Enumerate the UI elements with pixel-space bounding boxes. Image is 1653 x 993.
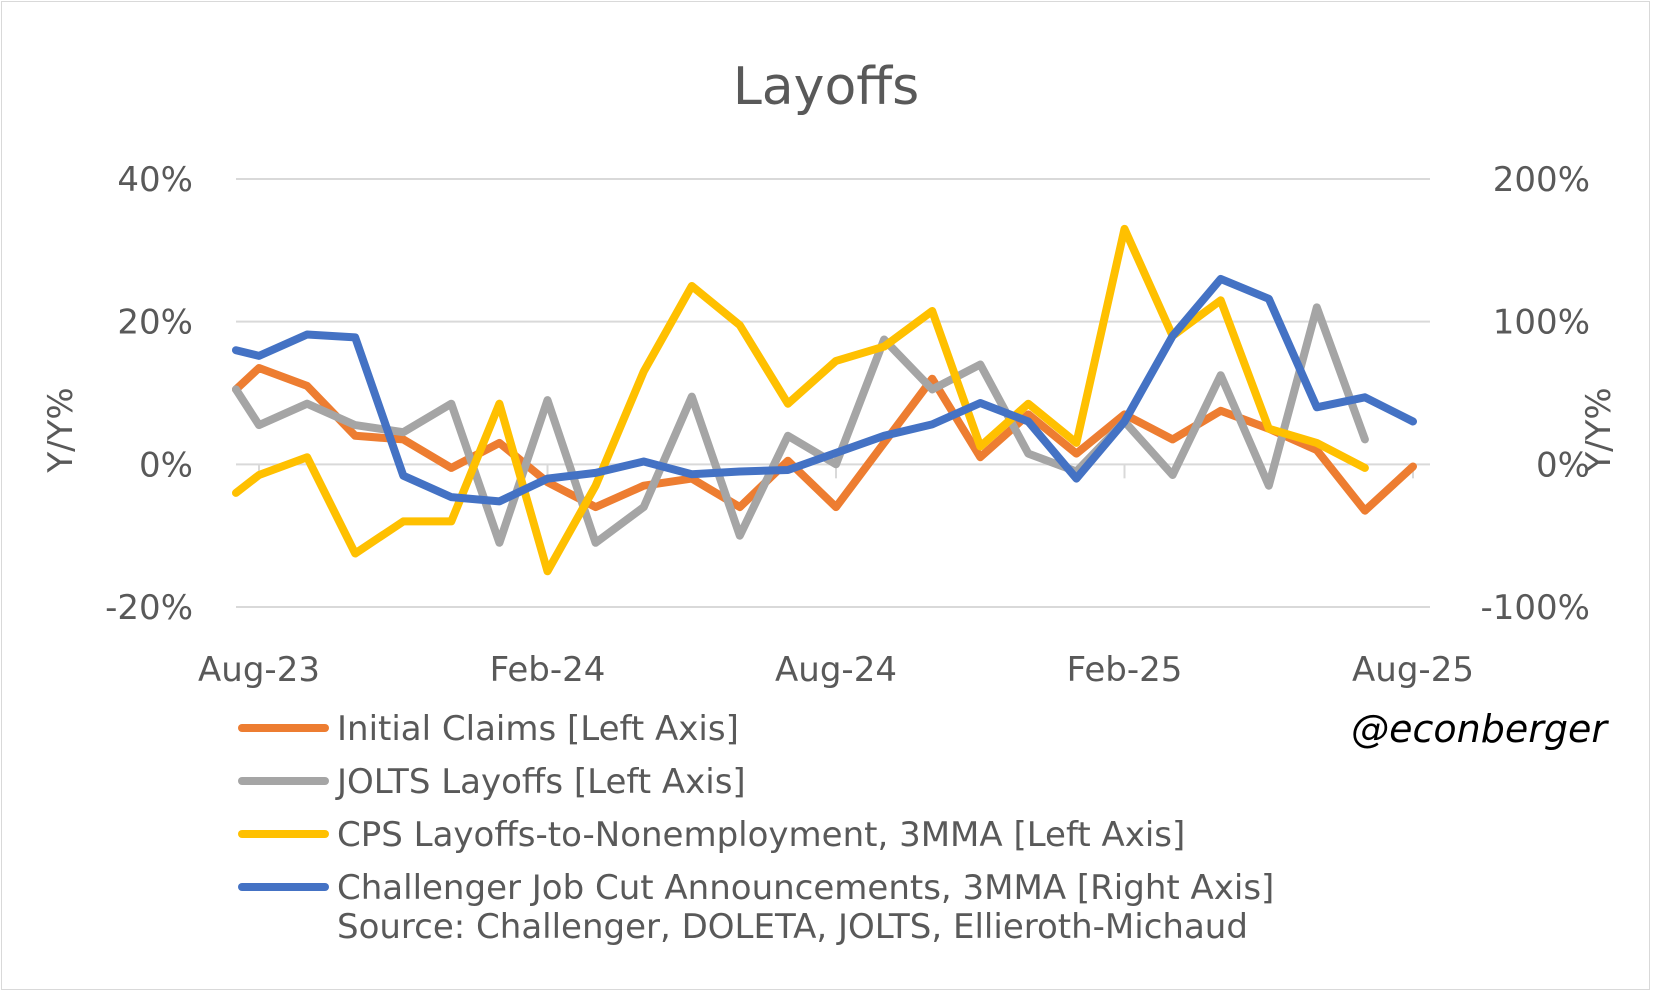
y-axis-right-title: Y/Y% [1579,387,1619,473]
y-axis-right-ticks: -100% 0% 100% 200% [1481,160,1590,628]
x-tick-label: Aug-23 [198,650,320,690]
source-note: Source: Challenger, DOLETA, JOLTS, Ellie… [337,907,1248,947]
y-left-tick-label: -20% [105,588,193,628]
x-axis-ticks: Aug-23 Feb-24 Aug-24 Feb-25 Aug-25 [198,464,1474,690]
y-axis-left-ticks: -20% 0% 20% 40% [105,160,193,628]
y-right-tick-label: 100% [1493,303,1590,343]
y-left-tick-label: 40% [117,160,193,200]
x-tick-label: Feb-25 [1067,650,1183,690]
series-line-challenger-job-cut-announcements-3mma-right-axis [232,274,1417,506]
series-line-cps-layoffs-to-nonemployment-3mma-left-axis [232,224,1369,576]
y-left-tick-label: 20% [117,303,193,343]
legend-label: JOLTS Layoffs [Left Axis] [335,762,746,802]
x-tick-label: Aug-24 [775,650,897,690]
y-right-tick-label: -100% [1481,588,1590,628]
y-axis-left-title: Y/Y% [41,387,81,473]
series-line-initial-claims-left-axis [232,364,1417,515]
legend-label: Challenger Job Cut Announcements, 3MMA [… [337,868,1274,908]
x-tick-label: Feb-24 [490,650,606,690]
x-tick-label: Aug-25 [1352,650,1474,690]
y-left-tick-label: 0% [139,445,193,485]
gridlines [236,178,1430,608]
chart-title: Layoffs [733,57,919,117]
legend-label: Initial Claims [Left Axis] [337,709,739,749]
series-lines [232,224,1417,576]
y-right-tick-label: 200% [1493,160,1590,200]
y-right-tick-label: 0% [1536,445,1590,485]
series-line-jolts-layoffs-left-axis [232,303,1369,547]
watermark: @econberger [1351,707,1609,751]
legend: Initial Claims [Left Axis] JOLTS Layoffs … [238,709,1274,908]
legend-label: CPS Layoffs-to-Nonemployment, 3MMA [Left… [337,815,1185,855]
